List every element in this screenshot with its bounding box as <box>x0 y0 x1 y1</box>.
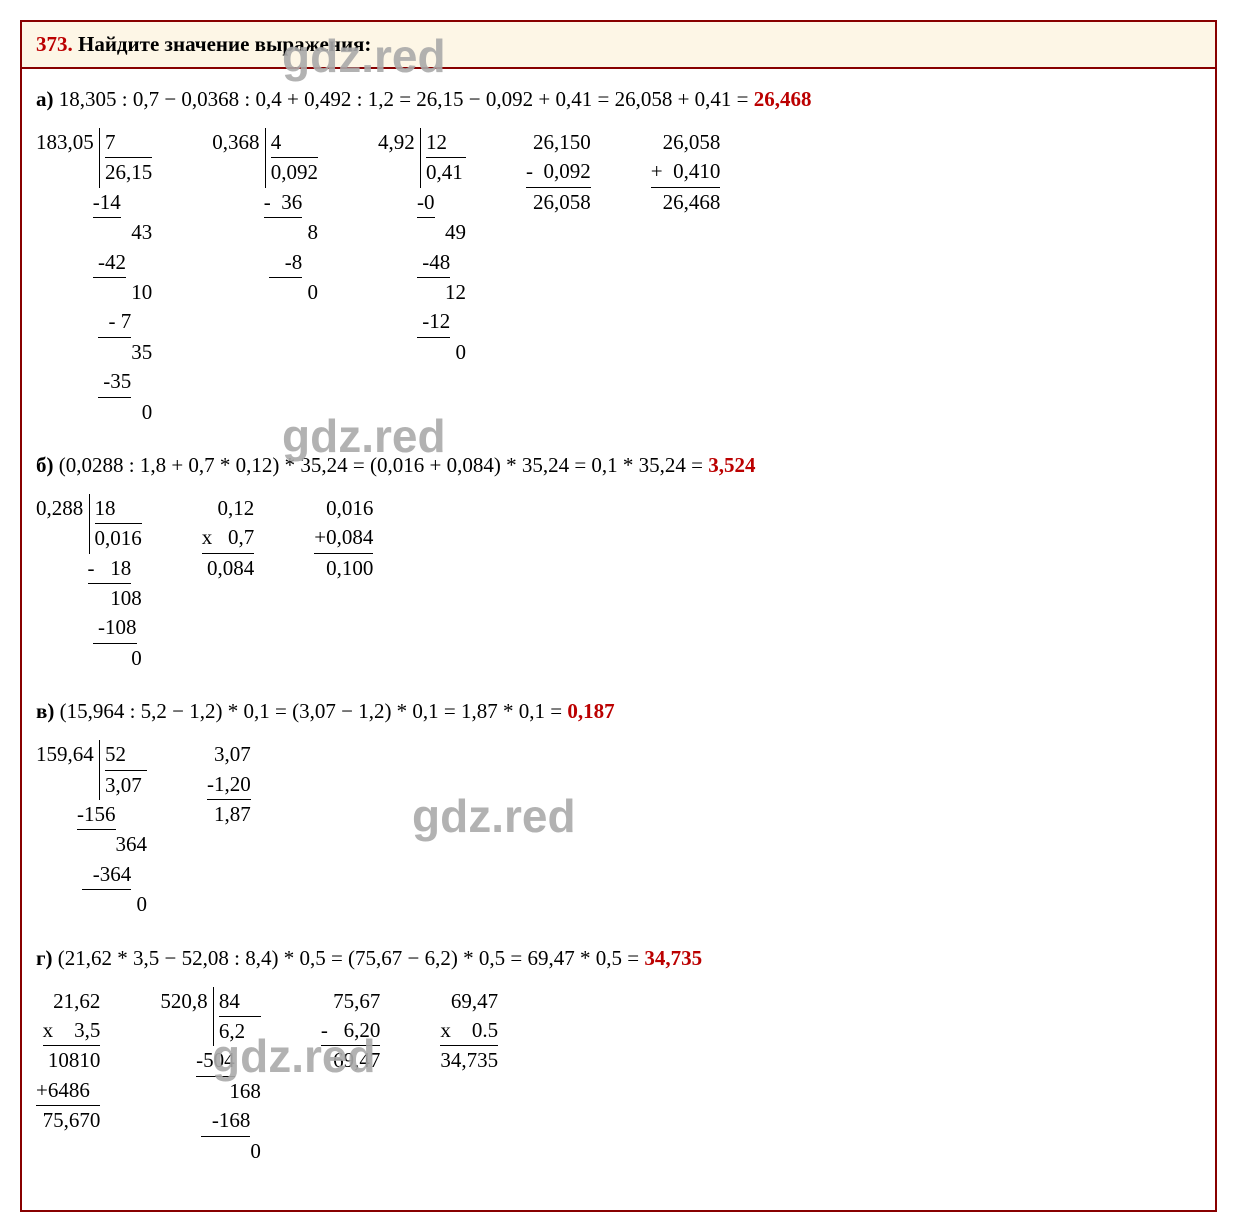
part-d-mul2: 69,47 x 0.5 34,735 <box>440 987 498 1076</box>
part-c-equation: в) (15,964 : 5,2 − 1,2) * 0,1 = (3,07 − … <box>36 699 1201 724</box>
part-c-answer: 0,187 <box>567 699 614 723</box>
part-c-sub: 3,07 -1,20 1,87 <box>207 740 251 829</box>
part-a-label: а) <box>36 87 54 111</box>
part-a-div1: 183,05 7 26,15 -14 43 -42 10 - 7 35 -35 … <box>36 128 152 427</box>
part-a-div3: 4,92 12 0,41 -0 49 -48 12 -12 0 <box>378 128 466 367</box>
part-c-work: 159,64 52 3,07 -156 364 -364 0 3,07 -1,2… <box>36 740 1201 919</box>
part-c-div1: 159,64 52 3,07 -156 364 -364 0 <box>36 740 147 919</box>
problem-number: 373. <box>36 32 73 56</box>
part-d-work: 21,62 x 3,5 10810 +6486 75,670 520,8 84 … <box>36 987 1201 1166</box>
problem-title: Найдите значение выражения: <box>78 32 371 56</box>
part-b-expr: (0,0288 : 1,8 + 0,7 * 0,12) * 35,24 = (0… <box>59 453 709 477</box>
part-c-label: в) <box>36 699 54 723</box>
part-d-equation: г) (21,62 * 3,5 − 52,08 : 8,4) * 0,5 = (… <box>36 946 1201 971</box>
part-a-work: 183,05 7 26,15 -14 43 -42 10 - 7 35 -35 … <box>36 128 1201 427</box>
part-b-answer: 3,524 <box>708 453 755 477</box>
part-b-add: 0,016 +0,084 0,100 <box>314 494 373 583</box>
part-a-add: 26,058 + 0,410 26,468 <box>651 128 721 217</box>
part-d-answer: 34,735 <box>644 946 702 970</box>
part-d-expr: (21,62 * 3,5 − 52,08 : 8,4) * 0,5 = (75,… <box>58 946 645 970</box>
part-d-mul1: 21,62 x 3,5 10810 +6486 75,670 <box>36 987 100 1136</box>
part-a-equation: а) 18,305 : 0,7 − 0,0368 : 0,4 + 0,492 :… <box>36 87 1201 112</box>
part-b-equation: б) (0,0288 : 1,8 + 0,7 * 0,12) * 35,24 =… <box>36 453 1201 478</box>
part-b-div1: 0,288 18 0,016 - 18 108 -108 0 <box>36 494 142 673</box>
problem-header: 373. Найдите значение выражения: <box>22 22 1215 69</box>
part-d-label: г) <box>36 946 53 970</box>
part-a-expr: 18,305 : 0,7 − 0,0368 : 0,4 + 0,492 : 1,… <box>59 87 754 111</box>
solution-container: 373. Найдите значение выражения: gdz.red… <box>20 20 1217 1212</box>
part-b-mul: 0,12 x 0,7 0,084 <box>202 494 255 583</box>
part-b-work: 0,288 18 0,016 - 18 108 -108 0 0,12 x 0,… <box>36 494 1201 673</box>
part-a-answer: 26,468 <box>754 87 812 111</box>
part-b-label: б) <box>36 453 54 477</box>
part-c-expr: (15,964 : 5,2 − 1,2) * 0,1 = (3,07 − 1,2… <box>60 699 568 723</box>
solution-body: gdz.red gdz.red gdz.red gdz.red а) 18,30… <box>22 69 1215 1210</box>
part-a-sub: 26,150 - 0,092 26,058 <box>526 128 591 217</box>
part-d-div1: 520,8 84 6,2 -504 168 -168 0 <box>160 987 261 1166</box>
part-a-div2: 0,368 4 0,092 - 36 8 -8 0 <box>212 128 318 307</box>
part-d-sub: 75,67 - 6,20 69,47 <box>321 987 381 1076</box>
